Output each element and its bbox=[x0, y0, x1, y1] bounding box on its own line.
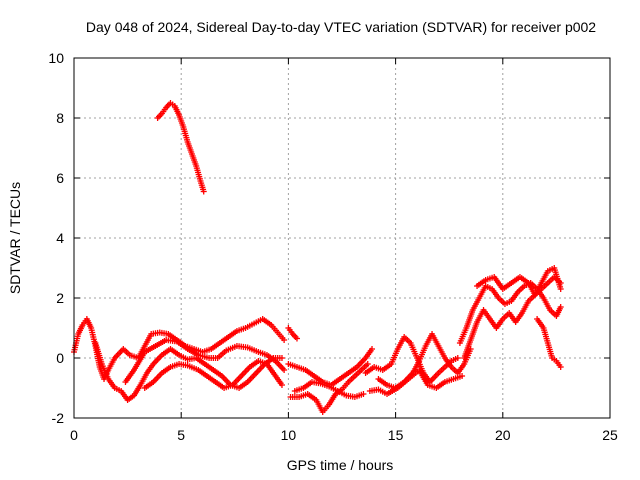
data-point bbox=[281, 367, 288, 373]
data-point bbox=[557, 286, 564, 292]
data-point bbox=[278, 382, 285, 388]
data-point bbox=[360, 391, 367, 397]
x-tick-label: 25 bbox=[602, 427, 618, 443]
y-tick-label: 0 bbox=[56, 350, 64, 366]
data-point bbox=[557, 364, 564, 370]
x-tick-label: 15 bbox=[388, 427, 404, 443]
x-axis-label: GPS time / hours bbox=[287, 457, 394, 473]
y-tick-label: 6 bbox=[56, 170, 64, 186]
y-tick-label: 4 bbox=[56, 230, 64, 246]
chart-title: Day 048 of 2024, Sidereal Day-to-day VTE… bbox=[86, 19, 596, 35]
y-axis-label: SDTVAR / TECUs bbox=[7, 182, 23, 294]
y-tick-label: -2 bbox=[52, 410, 65, 426]
data-point bbox=[454, 355, 461, 361]
y-tick-label: 2 bbox=[56, 290, 64, 306]
plot-frame bbox=[73, 57, 611, 419]
data-point bbox=[281, 337, 288, 343]
data-point bbox=[278, 355, 285, 361]
data-point bbox=[293, 335, 300, 342]
data-points bbox=[71, 100, 564, 415]
y-tick-label: 10 bbox=[48, 50, 64, 66]
x-tick-label: 20 bbox=[495, 427, 511, 443]
data-point bbox=[369, 346, 376, 352]
data-point bbox=[557, 304, 564, 310]
data-point bbox=[364, 361, 371, 367]
data-point bbox=[200, 188, 207, 195]
data-point bbox=[459, 373, 466, 379]
axis-ticks: 0 5 10 15 20 25 -2 0 2 4 6 8 10 bbox=[48, 50, 618, 443]
x-tick-label: 10 bbox=[281, 427, 297, 443]
x-tick-label: 5 bbox=[177, 427, 185, 443]
y-tick-label: 8 bbox=[56, 110, 64, 126]
x-tick-label: 0 bbox=[70, 427, 78, 443]
